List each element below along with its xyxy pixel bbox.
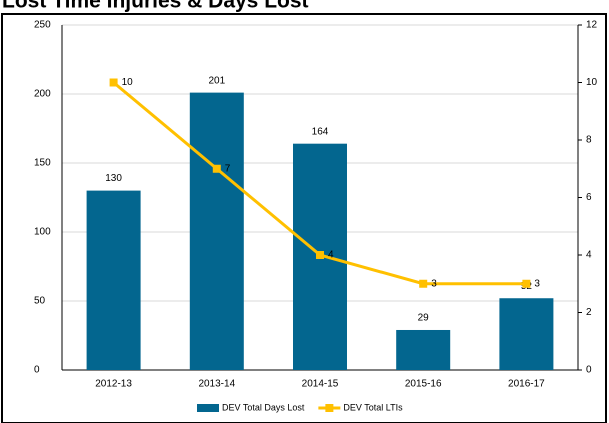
x-tick-label: 2012-13 <box>95 379 132 390</box>
point-label: 10 <box>122 77 134 88</box>
point-label: 7 <box>225 163 231 174</box>
point-label: 3 <box>431 278 437 289</box>
y2-tick-label: 12 <box>586 20 598 31</box>
bar <box>189 92 244 371</box>
chart-title: Lost Time Injuries & Days Lost <box>2 0 309 13</box>
y-tick-label: 150 <box>34 158 51 169</box>
y2-tick-label: 6 <box>586 192 592 203</box>
x-tick-label: 2014-15 <box>302 379 339 390</box>
y2-tick-label: 10 <box>586 77 598 88</box>
y2-tick-label: 0 <box>586 365 592 376</box>
x-tick-label: 2015-16 <box>405 379 442 390</box>
x-tick-label: 2013-14 <box>198 379 235 390</box>
point-label: 3 <box>534 278 540 289</box>
y-tick-label: 250 <box>34 20 51 31</box>
bar <box>86 190 141 370</box>
y-tick-label: 100 <box>34 227 51 238</box>
line-point <box>212 164 221 173</box>
line-point <box>522 279 531 288</box>
y-tick-label: 50 <box>34 296 46 307</box>
bar-label: 164 <box>312 126 329 137</box>
line-point <box>316 251 324 259</box>
y2-tick-label: 4 <box>586 250 592 261</box>
x-tick-label: 2016-17 <box>508 379 545 390</box>
line-point <box>419 279 428 288</box>
bar <box>396 329 451 370</box>
bar-label: 130 <box>105 173 122 184</box>
legend-swatch <box>197 404 219 412</box>
y2-tick-label: 2 <box>586 307 592 318</box>
y-tick-label: 0 <box>34 365 40 376</box>
bar-label: 29 <box>418 313 430 324</box>
y2-tick-label: 8 <box>586 135 592 146</box>
legend-swatch <box>325 404 334 412</box>
line-point <box>109 78 118 87</box>
bar-label: 201 <box>208 75 225 86</box>
legend-label: DEV Total LTIs <box>343 402 403 412</box>
legend-label: DEV Total Days Lost <box>222 402 305 412</box>
y-tick-label: 200 <box>34 89 51 100</box>
bar <box>499 298 554 370</box>
point-label: 4 <box>328 250 334 261</box>
